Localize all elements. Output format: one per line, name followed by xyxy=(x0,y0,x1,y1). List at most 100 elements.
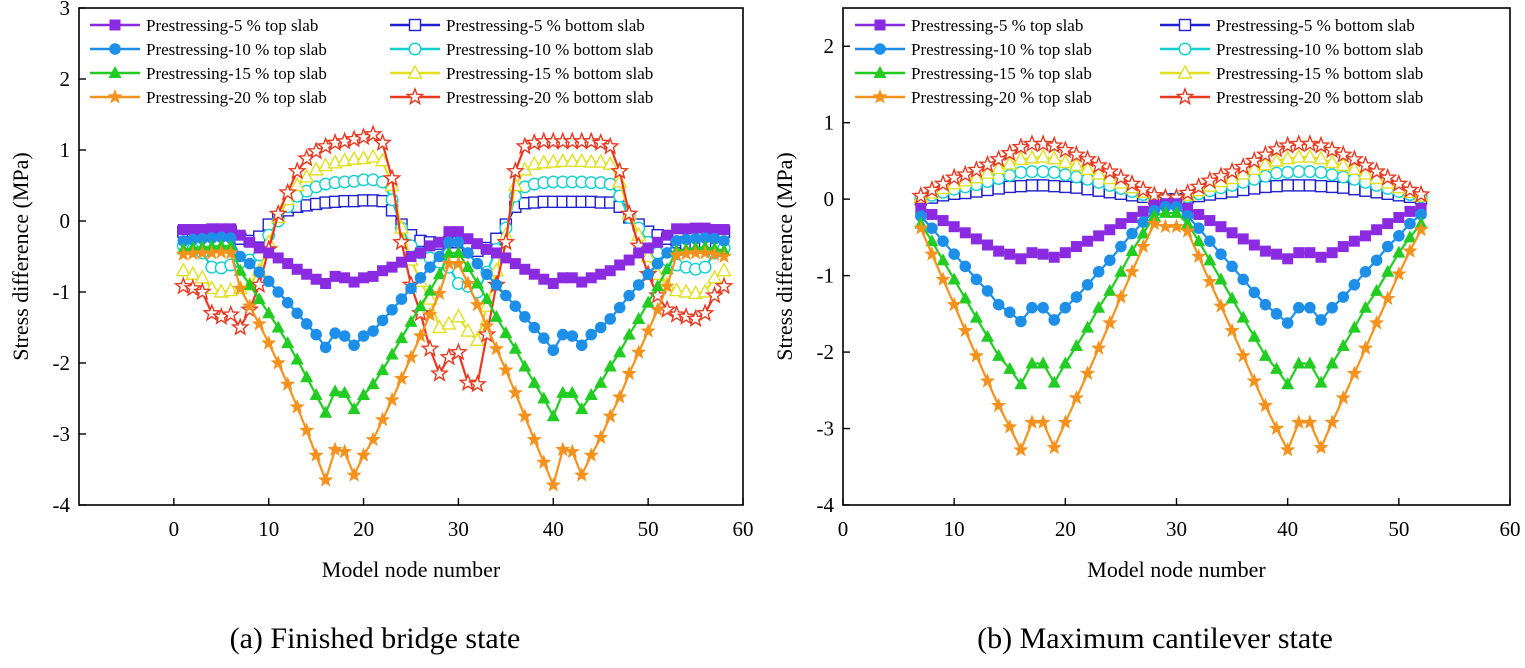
data-point xyxy=(668,282,685,297)
data-point xyxy=(955,164,975,183)
data-point xyxy=(642,242,654,254)
data-point xyxy=(680,223,692,235)
data-point xyxy=(263,247,275,259)
data-point xyxy=(1033,134,1053,153)
data-point xyxy=(253,266,266,278)
data-point xyxy=(1144,185,1164,204)
data-point xyxy=(557,272,569,284)
data-point xyxy=(1237,273,1249,286)
legend-marker xyxy=(1175,86,1195,106)
legend-label: Prestressing-20 % bottom slab xyxy=(1216,88,1423,107)
data-point xyxy=(1233,157,1253,176)
data-point xyxy=(206,232,218,244)
series-prestressing-10-top-slab xyxy=(177,231,730,357)
series-line xyxy=(183,251,725,489)
data-point xyxy=(423,283,437,296)
data-point xyxy=(1068,157,1085,172)
data-point xyxy=(613,301,626,314)
data-point xyxy=(1278,135,1298,154)
data-point xyxy=(196,224,208,236)
data-point xyxy=(452,236,465,249)
data-point xyxy=(708,232,721,245)
data-point xyxy=(621,365,637,381)
data-point xyxy=(395,331,409,344)
data-point xyxy=(1013,150,1029,166)
data-point xyxy=(1255,144,1275,163)
data-point xyxy=(547,344,560,357)
data-point xyxy=(613,345,627,358)
data-point xyxy=(1389,173,1409,192)
data-point xyxy=(1413,221,1429,237)
data-point xyxy=(911,186,931,205)
legend-label: Prestressing-5 % bottom slab xyxy=(446,16,645,35)
data-point xyxy=(1057,153,1074,169)
data-point xyxy=(450,255,467,271)
data-point xyxy=(926,208,938,220)
data-point xyxy=(1358,300,1372,313)
data-point xyxy=(234,250,247,263)
data-point xyxy=(915,202,927,214)
data-point xyxy=(319,341,332,354)
data-point xyxy=(1355,155,1375,174)
data-point xyxy=(1370,254,1383,267)
data-point xyxy=(469,296,486,312)
data-point xyxy=(480,292,494,305)
data-point xyxy=(291,263,303,275)
data-point xyxy=(1403,230,1417,243)
x-tick-label: 30 xyxy=(448,517,469,541)
data-point xyxy=(1292,301,1305,314)
data-point xyxy=(1246,160,1262,176)
data-point xyxy=(948,248,960,261)
data-point xyxy=(458,372,478,391)
data-point xyxy=(471,257,484,270)
data-point xyxy=(545,477,561,492)
series-prestressing-10-top-slab xyxy=(915,201,1427,329)
data-point xyxy=(1048,314,1061,326)
data-point xyxy=(177,224,189,236)
data-point xyxy=(224,232,237,244)
data-point xyxy=(1215,248,1227,261)
data-point xyxy=(1268,152,1285,167)
data-point xyxy=(538,332,550,344)
legend-marker xyxy=(1177,64,1193,79)
data-point xyxy=(433,250,446,263)
data-point xyxy=(1336,338,1350,351)
data-point xyxy=(622,327,636,340)
data-point xyxy=(310,273,322,285)
data-point xyxy=(1025,179,1039,192)
data-point xyxy=(1281,377,1295,390)
data-point xyxy=(1367,161,1387,180)
data-point xyxy=(959,227,971,239)
legend-label: Prestressing-20 % top slab xyxy=(146,88,327,107)
legend-marker xyxy=(107,89,123,104)
data-point xyxy=(519,263,531,275)
data-point xyxy=(993,245,1005,257)
data-point xyxy=(374,152,391,167)
data-point xyxy=(1226,227,1238,239)
data-point xyxy=(944,167,964,186)
data-point xyxy=(469,331,486,346)
data-point xyxy=(695,303,715,322)
data-point xyxy=(1091,340,1107,355)
data-point xyxy=(1015,253,1027,265)
data-point xyxy=(422,290,438,305)
data-point xyxy=(1382,218,1394,230)
data-point xyxy=(396,256,408,268)
data-point xyxy=(697,244,713,260)
data-point xyxy=(1081,320,1095,333)
data-point xyxy=(443,226,455,238)
data-point xyxy=(1136,226,1150,239)
data-point xyxy=(363,124,383,143)
data-point xyxy=(1036,165,1050,179)
data-point xyxy=(602,408,618,423)
data-point xyxy=(500,289,512,302)
x-tick-label: 20 xyxy=(353,517,374,541)
data-point xyxy=(687,244,704,260)
data-point xyxy=(365,148,381,163)
data-point xyxy=(937,215,949,227)
data-point xyxy=(545,153,561,168)
data-point xyxy=(1079,160,1096,176)
data-point xyxy=(1335,389,1351,405)
data-point xyxy=(490,247,502,259)
data-point xyxy=(338,330,351,342)
